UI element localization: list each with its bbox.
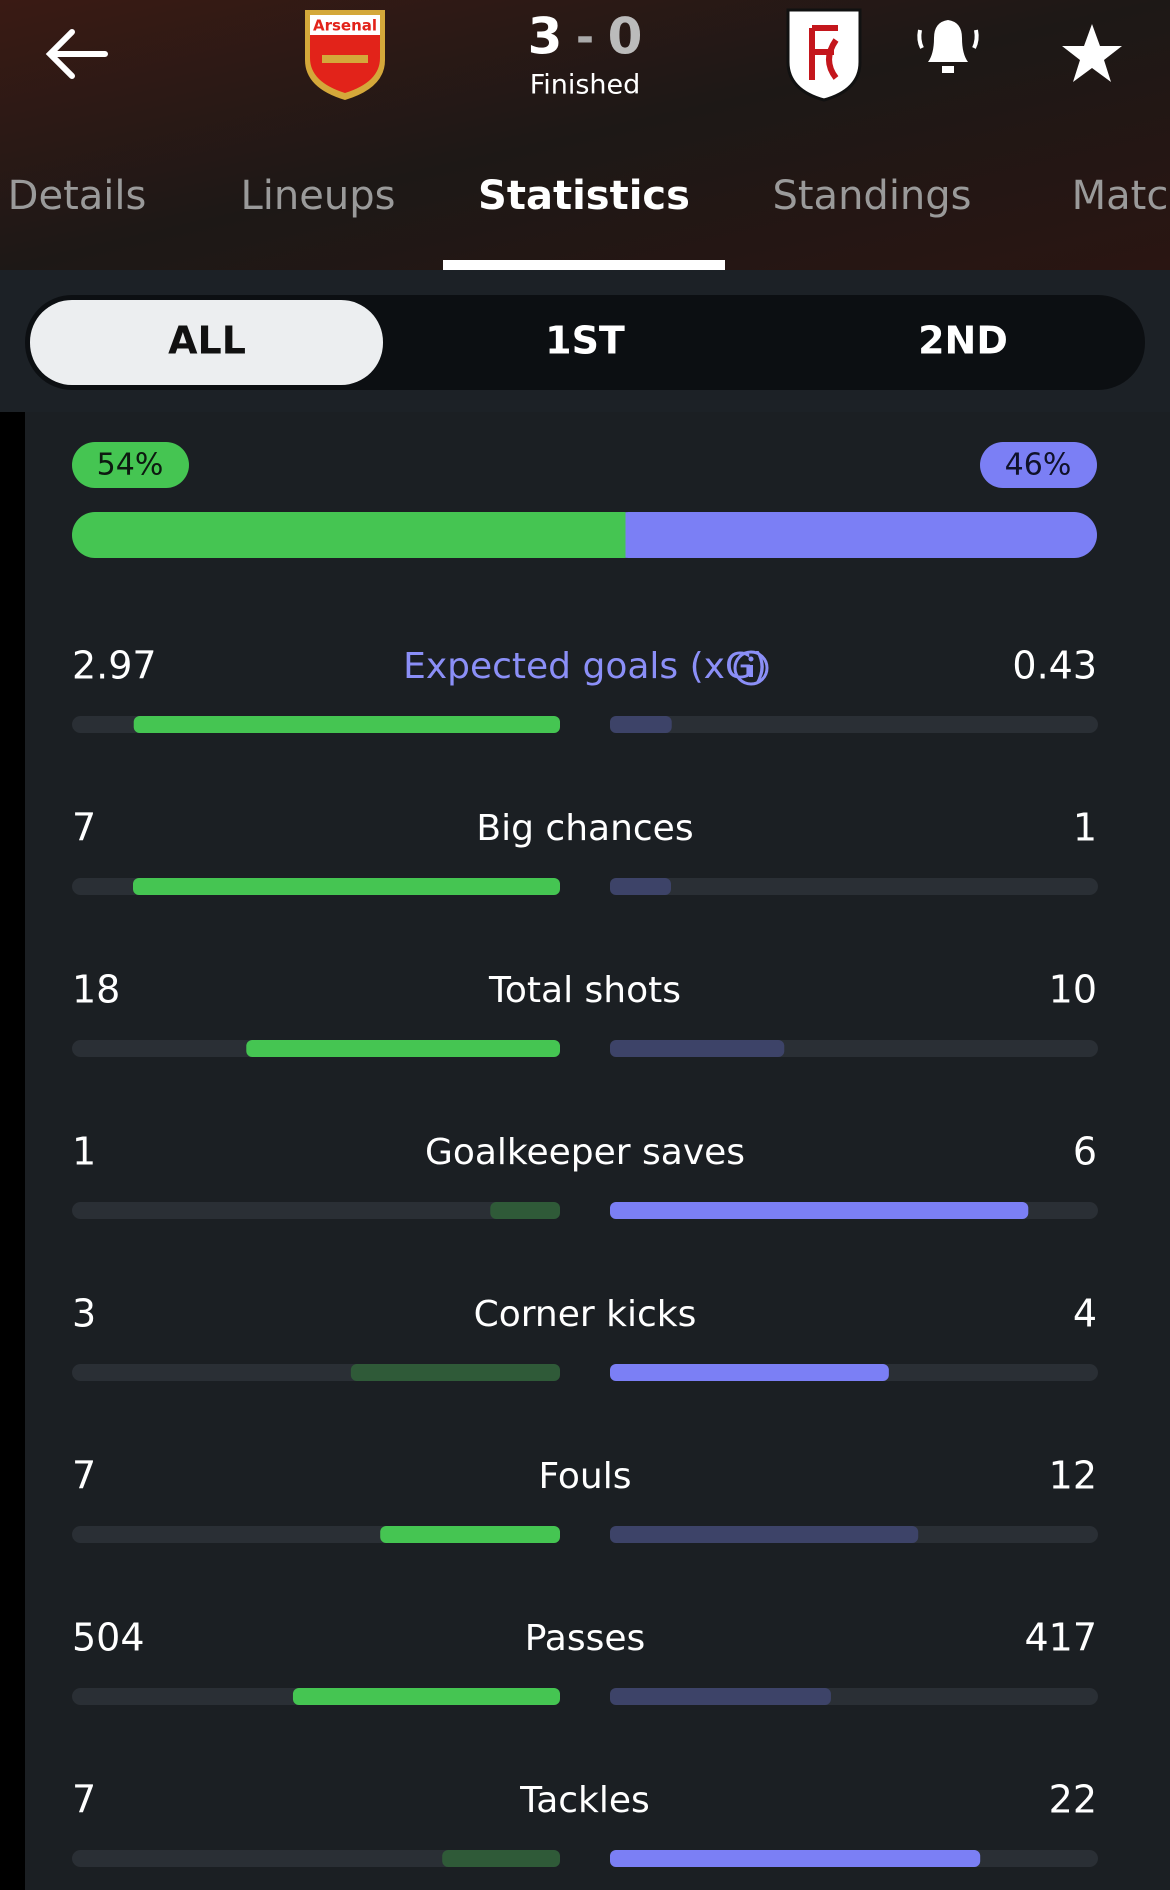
away-score: 0 [608, 8, 643, 66]
stat-label: Passes [525, 1618, 646, 1659]
bar-track-home [72, 1850, 560, 1867]
stat-label: Big chances [476, 808, 693, 849]
bar-away [610, 1040, 785, 1057]
stat-home-value: 18 [72, 968, 120, 1012]
bar-home [442, 1850, 560, 1867]
tab-indicator [443, 260, 725, 270]
bar-away [610, 1526, 919, 1543]
stats-card [25, 412, 1170, 1890]
stat-label: Tackles [519, 1780, 650, 1821]
bar-away [610, 1364, 889, 1381]
tab[interactable]: Standings [772, 173, 971, 219]
left-strip [0, 412, 25, 1890]
home-logo-text: Arsenal [313, 17, 377, 35]
tab[interactable]: Details [8, 173, 147, 219]
info-icon-bar [749, 665, 753, 677]
stat-away-value: 12 [1049, 1454, 1097, 1498]
possession-pill-away [980, 442, 1097, 488]
bar-home [380, 1526, 560, 1543]
stat-label: Total shots [488, 970, 681, 1011]
possession-pill-home [72, 442, 189, 488]
stat-label: Corner kicks [474, 1294, 697, 1335]
stat-home-value: 7 [72, 806, 96, 850]
back-button[interactable] [45, 29, 108, 79]
stat-home-value: 1 [72, 1130, 96, 1174]
bar-home [133, 716, 560, 733]
stat-away-value: 0.43 [1012, 644, 1097, 688]
score-sep: - [576, 12, 594, 63]
stat-away-value: 4 [1073, 1292, 1097, 1336]
possession-label-away: 46% [1005, 448, 1072, 483]
stat-home-value: 7 [72, 1778, 96, 1822]
stat-home-value: 2.97 [72, 644, 157, 688]
tab[interactable]: Statistics [478, 173, 690, 219]
bar-away [610, 878, 671, 895]
stat-label: Goalkeeper saves [425, 1132, 745, 1173]
bar-home [292, 1688, 560, 1705]
stat-home-value: 504 [72, 1616, 145, 1660]
bar-away [610, 1202, 1029, 1219]
period-active [30, 300, 383, 385]
stat-away-value: 22 [1049, 1778, 1097, 1822]
stat-away-value: 1 [1073, 806, 1097, 850]
bar-home [246, 1040, 561, 1057]
period-option[interactable]: ALL [168, 319, 246, 363]
stat-away-value: 6 [1073, 1130, 1097, 1174]
possession-bar-away [605, 512, 1097, 558]
possession-bar-home [95, 512, 626, 558]
bar-away [610, 1850, 981, 1867]
stat-label: Expected goals (xG) [403, 646, 767, 687]
stat-label: Fouls [538, 1456, 631, 1497]
match-status: Finished [530, 70, 641, 101]
bar-home [133, 878, 560, 895]
period-option[interactable]: 2ND [918, 319, 1008, 363]
stat-away-value: 10 [1049, 968, 1097, 1012]
period-option[interactable]: 1ST [545, 319, 625, 363]
info-icon-dot [748, 656, 754, 662]
notification-button[interactable] [917, 20, 979, 73]
home-score: 3 [528, 8, 563, 66]
bar-track-home [72, 1202, 560, 1219]
bar-home [490, 1202, 560, 1219]
bar-away [610, 1688, 831, 1705]
bar-home [350, 1364, 560, 1381]
stat-home-value: 7 [72, 1454, 96, 1498]
possession-label-home: 54% [97, 448, 164, 483]
favorite-button[interactable] [1062, 24, 1122, 82]
tab[interactable]: Lineups [241, 173, 396, 219]
home-logo: Arsenal [305, 10, 385, 100]
info-icon[interactable] [733, 650, 769, 686]
bar-track-away [610, 716, 1098, 733]
away-logo [786, 8, 862, 102]
bar-away [610, 716, 672, 733]
bar-track-away [610, 878, 1098, 895]
stat-away-value: 417 [1024, 1616, 1097, 1660]
tab[interactable]: Matc [1072, 173, 1169, 219]
stat-home-value: 3 [72, 1292, 96, 1336]
